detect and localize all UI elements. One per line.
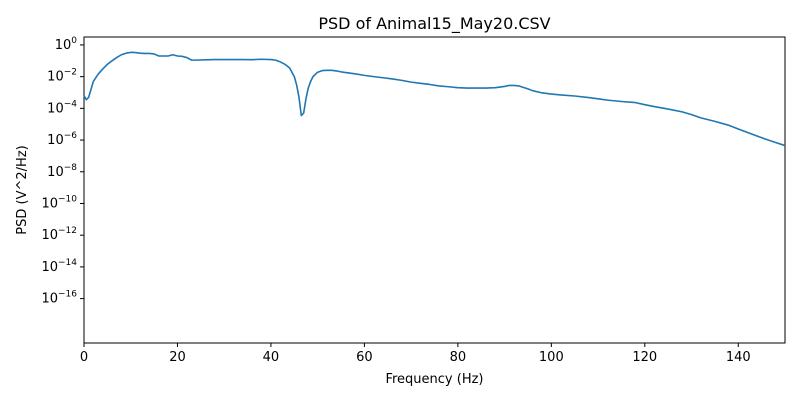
y-tick-label: 10−8 bbox=[47, 163, 77, 180]
y-tick-label: 10−10 bbox=[41, 194, 77, 211]
x-tick-label: 40 bbox=[263, 350, 280, 365]
y-tick-label: 10−12 bbox=[41, 226, 77, 243]
x-tick-label: 20 bbox=[169, 350, 186, 365]
plot-area-frame bbox=[83, 36, 786, 344]
x-tick-label: 0 bbox=[80, 350, 88, 365]
y-tick-label: 10−4 bbox=[47, 99, 77, 116]
x-axis-label: Frequency (Hz) bbox=[385, 372, 483, 387]
y-axis-label: PSD (V^2/Hz) bbox=[15, 145, 30, 234]
x-tick-label: 60 bbox=[356, 350, 373, 365]
y-tick-label: 10−16 bbox=[41, 290, 77, 307]
x-tick-label: 100 bbox=[539, 350, 564, 365]
psd-series-line bbox=[83, 51, 786, 147]
y-tick-label: 10−2 bbox=[47, 68, 77, 85]
y-tick-label: 10−14 bbox=[41, 258, 77, 275]
x-tick-label: 120 bbox=[632, 350, 657, 365]
chart-title: PSD of Animal15_May20.CSV bbox=[318, 14, 550, 34]
y-axis-ticks: 100 10−2 10−4 10−6 10−8 10−10 10−12 10−14 10−16 bbox=[41, 36, 84, 307]
x-tick-label: 140 bbox=[726, 350, 751, 365]
x-tick-label: 80 bbox=[450, 350, 467, 365]
x-axis-ticks: 0 20 40 60 80 100 120 140 bbox=[80, 343, 751, 365]
series-group bbox=[83, 51, 786, 147]
y-tick-label: 100 bbox=[55, 36, 78, 53]
y-tick-label: 10−6 bbox=[47, 131, 77, 148]
